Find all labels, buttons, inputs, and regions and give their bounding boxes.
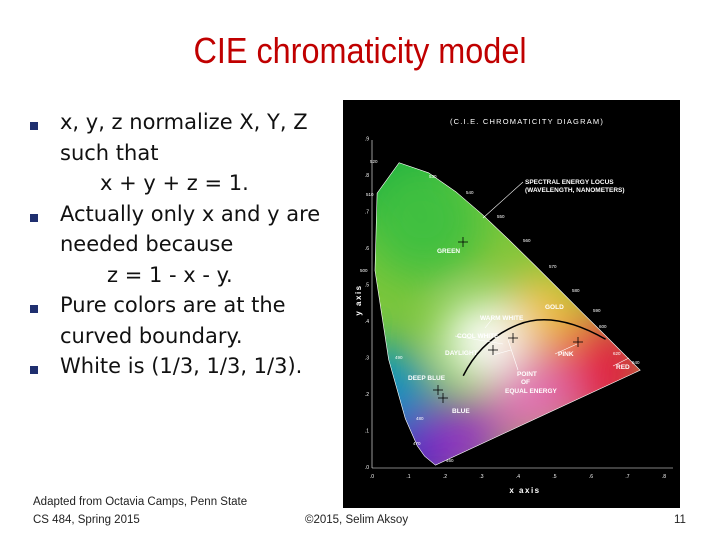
credit: Adapted from Octavia Camps, Penn State — [33, 496, 248, 508]
bullet-marker — [30, 305, 38, 313]
bullet-text: needed because — [60, 232, 234, 256]
wavelength-label: 550 — [497, 214, 505, 219]
wavelength-label: 520 — [370, 159, 378, 164]
pointer-line — [612, 357, 630, 367]
bullet-text: curved boundary. — [60, 323, 243, 348]
x-tick-label: .7 — [625, 474, 629, 480]
wavelength-label: 640 — [632, 360, 640, 365]
y-tick-label: .2 — [365, 392, 369, 398]
region-label: (WAVELENGTH, NANOMETERS) — [525, 187, 625, 194]
region-label: POINT — [517, 371, 537, 378]
bullet-text: such that — [60, 140, 159, 165]
pointer-line — [454, 335, 504, 345]
wavelength-label: 580 — [572, 288, 580, 293]
x-tick-label: .6 — [589, 474, 593, 480]
y-tick-label: .0 — [365, 465, 369, 471]
figure-title: (C.I.E. CHROMATICITY DIAGRAM) — [450, 117, 604, 126]
copyright: ©2015, Selim Aksoy — [305, 514, 409, 526]
x-tick-label: .4 — [516, 474, 520, 480]
bullet-marker — [30, 122, 38, 130]
region-label: DAYLIGHT — [445, 350, 478, 357]
region-label: EQUAL ENERGY — [505, 388, 558, 395]
wavelength-label: 500 — [360, 268, 368, 273]
wavelength-label: 540 — [466, 190, 474, 195]
x-tick-label: .8 — [662, 474, 666, 480]
pointer-line — [492, 349, 512, 356]
y-axis-label: y axis — [354, 284, 363, 315]
wavelength-label: 590 — [593, 308, 601, 313]
bullet-text: Pure colors are at the — [60, 293, 286, 317]
wavelength-label: 530 — [429, 174, 437, 179]
region-label: SPECTRAL ENERGY LOCUS — [525, 179, 614, 186]
wavelength-label: 460 — [446, 458, 454, 463]
wavelength-label: 600 — [599, 324, 607, 329]
bullet-text: White is (1/3, 1/3, 1/3). — [60, 354, 303, 378]
x-tick-label: .0 — [370, 474, 374, 480]
region-label: BLUE — [452, 408, 470, 415]
pointer-line — [482, 181, 524, 219]
region-label: GOLD — [545, 304, 564, 311]
x-tick-label: .1 — [406, 474, 410, 480]
y-tick-label: .1 — [365, 429, 369, 435]
wavelength-label: 490 — [395, 355, 403, 360]
wavelength-label: 480 — [416, 416, 424, 421]
pointer-line — [484, 317, 494, 329]
y-tick-label: .4 — [365, 319, 369, 325]
slide-title: CIE chromaticity model — [193, 30, 527, 71]
bullet-marker — [30, 366, 38, 374]
pointer-line — [507, 339, 519, 371]
region-label: RED — [616, 364, 630, 371]
x-axis-label: x axis — [509, 486, 540, 495]
region-label: DEEP BLUE — [408, 375, 446, 382]
y-tick-label: .8 — [365, 173, 369, 179]
y-tick-label: .9 — [365, 137, 369, 143]
bullet-text: x + y + z = 1. — [100, 171, 249, 195]
chromaticity-diagram: (C.I.E. CHROMATICITY DIAGRAM) x axis y axi… — [343, 100, 680, 508]
region-label: WARM WHITE — [480, 315, 524, 322]
wavelength-label: 570 — [549, 264, 557, 269]
region-label: COOL WHITE — [457, 333, 499, 340]
region-label: GREEN — [437, 248, 460, 255]
x-tick-label: .3 — [479, 474, 483, 480]
spectral-locus — [374, 162, 641, 466]
x-tick-label: .2 — [443, 474, 447, 480]
course: CS 484, Spring 2015 — [33, 514, 140, 526]
x-tick-label: .5 — [552, 474, 556, 480]
wavelength-label: 620 — [613, 351, 621, 356]
bullet-text: Actually only x and y are — [60, 201, 321, 226]
y-tick-label: .3 — [365, 356, 369, 362]
page-number: 11 — [674, 514, 686, 526]
wavelength-label: 560 — [523, 238, 531, 243]
pointer-line — [554, 343, 578, 355]
region-label: OF — [521, 379, 530, 386]
y-tick-label: .5 — [365, 283, 369, 289]
blackbody-curve — [462, 319, 606, 377]
bullet-text: z = 1 - x - y. — [107, 262, 233, 287]
wavelength-label: 510 — [366, 192, 374, 197]
bullet-text: x, y, z normalize X, Y, Z — [60, 110, 308, 134]
y-tick-label: .6 — [365, 246, 369, 252]
region-label: PINK — [558, 351, 574, 358]
y-tick-label: .7 — [365, 210, 369, 216]
wavelength-label: 470 — [413, 441, 421, 446]
bullet-marker — [30, 213, 38, 222]
